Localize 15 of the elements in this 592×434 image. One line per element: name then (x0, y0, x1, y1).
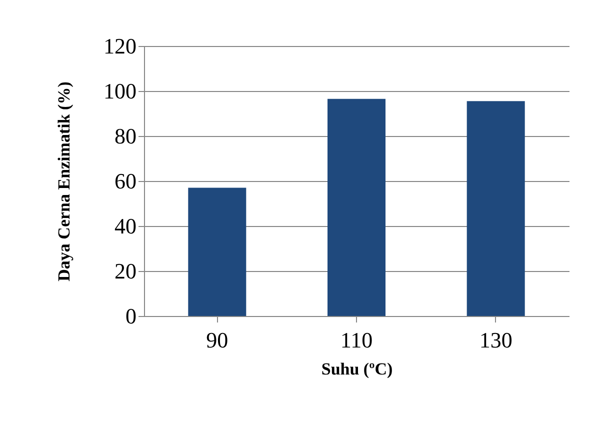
y-tick-label: 120 (104, 34, 136, 58)
x-axis-title: Suhu (ºC) (321, 360, 393, 378)
y-tick-label: 60 (114, 168, 136, 194)
y-tick-label: 80 (114, 124, 136, 148)
bar (466, 101, 525, 316)
x-tick-label: 90 (206, 328, 228, 352)
y-tick-label: 0 (126, 304, 136, 328)
bar (328, 98, 386, 316)
x-tick-label: 130 (479, 328, 512, 352)
x-tick-label: 110 (340, 328, 373, 352)
bar (188, 188, 246, 316)
y-tick-label: 40 (114, 214, 136, 238)
y-axis-title: Daya Cerna Enzimatik (%) (54, 82, 74, 282)
y-tick-label: 20 (114, 258, 136, 284)
y-tick-label: 100 (104, 78, 136, 104)
